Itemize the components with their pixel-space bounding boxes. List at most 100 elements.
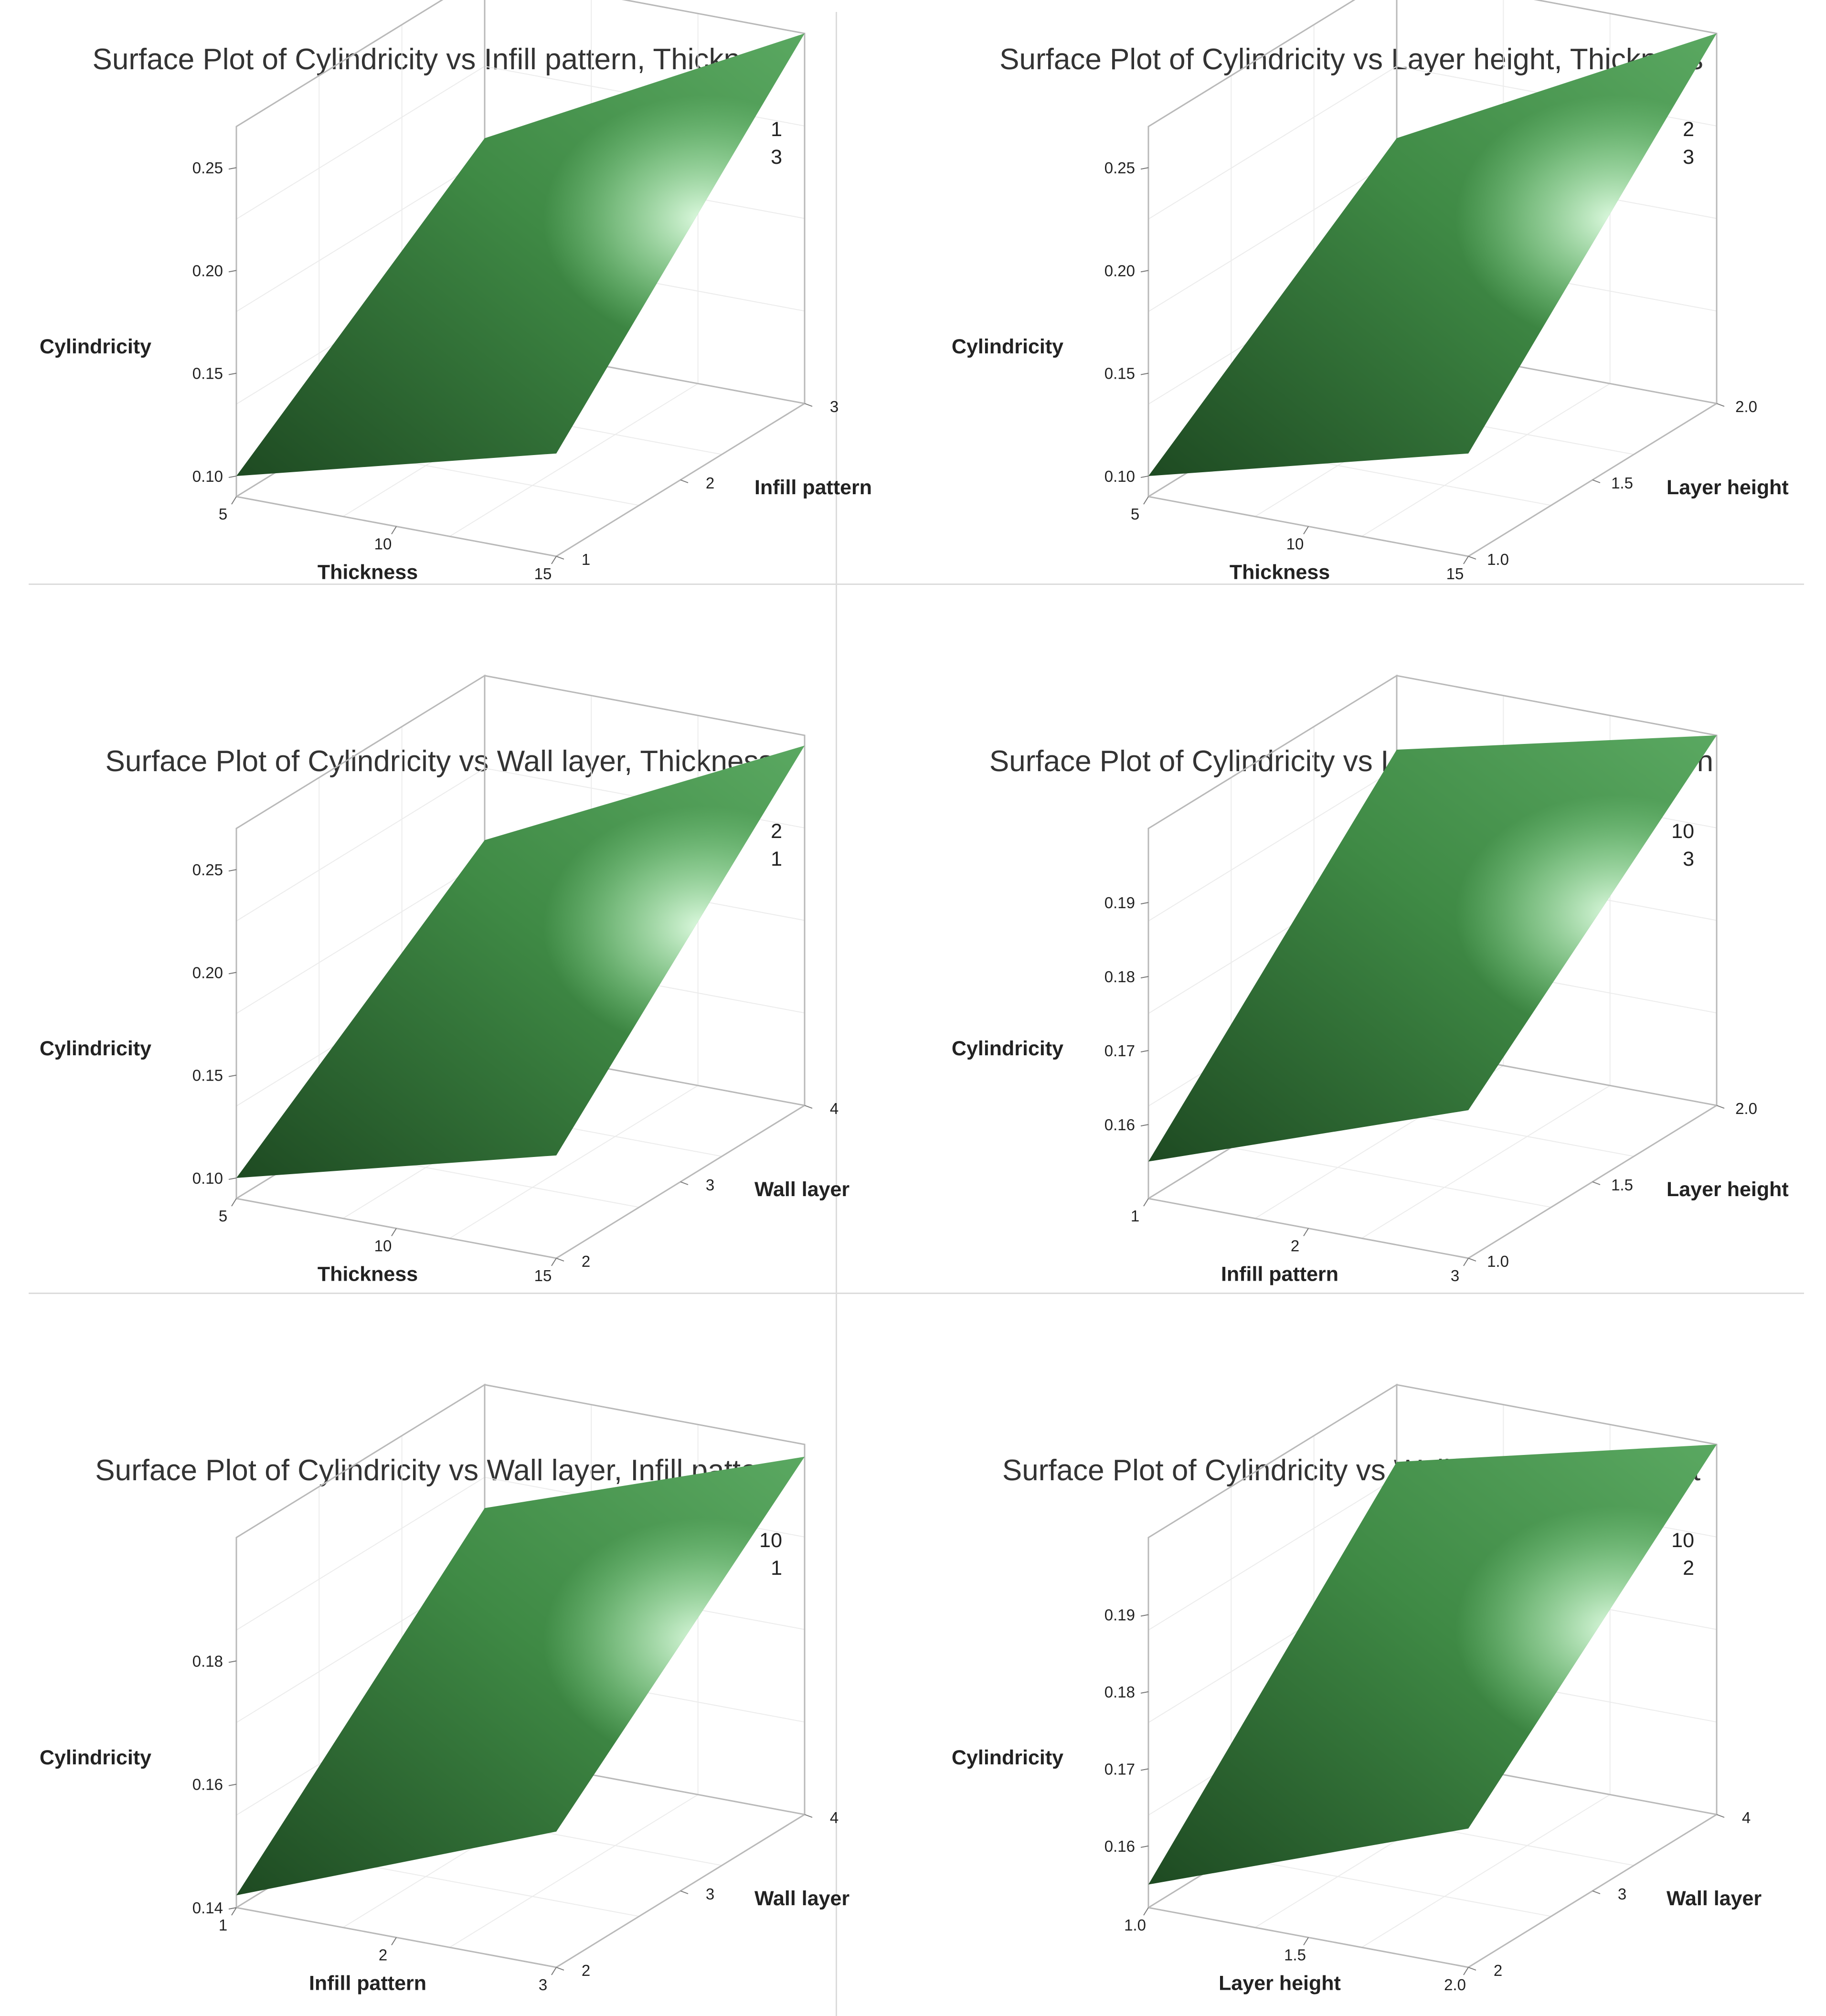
x-tick-label: 3 <box>1451 1267 1459 1284</box>
z-tick-label: 0.14 <box>192 1899 223 1917</box>
y-tick-mark <box>556 1967 564 1971</box>
z-tick-mark <box>1140 1124 1149 1126</box>
y-tick-label: 4 <box>830 1100 839 1117</box>
hold-value: 3 <box>771 146 782 169</box>
x-tick-mark <box>1143 1907 1149 1916</box>
x-tick-mark <box>1143 1198 1149 1207</box>
y-tick-mark <box>1468 1967 1476 1971</box>
z-tick-label: 0.10 <box>1104 467 1135 485</box>
hold-value: 2 <box>771 820 782 843</box>
z-tick-mark <box>1140 270 1149 273</box>
x-tick-mark <box>1463 1258 1469 1266</box>
z-axis-label: Cylindricity <box>952 1746 1063 1769</box>
y-tick-mark <box>1592 1181 1601 1185</box>
x-tick-label: 2 <box>1291 1237 1299 1255</box>
x-tick-label: 10 <box>374 535 392 553</box>
x-tick-label: 5 <box>219 1207 227 1225</box>
x-axis-label: Thickness <box>318 1263 418 1286</box>
y-tick-label: 2 <box>706 474 714 492</box>
y-tick-label: 1.5 <box>1611 1176 1633 1194</box>
surface-highlight <box>236 1456 805 1896</box>
surface-highlight <box>1148 33 1717 476</box>
chart-title: Surface Plot of Cylindricity vs Layer he… <box>999 43 1703 76</box>
y-tick-label: 4 <box>1742 1809 1751 1826</box>
horizontal-divider-top <box>29 584 1804 585</box>
z-tick-label: 0.19 <box>1104 1606 1135 1623</box>
x-tick-label: 10 <box>1286 535 1304 553</box>
x-tick-label: 1 <box>1131 1207 1139 1225</box>
y-tick-mark <box>804 1105 813 1109</box>
y-tick-mark <box>680 1890 689 1894</box>
x-tick-mark <box>1463 556 1469 564</box>
z-tick-mark <box>1140 1050 1149 1052</box>
y-axis-label: Wall layer <box>754 1178 849 1201</box>
z-tick-label: 0.18 <box>192 1652 223 1670</box>
y-tick-mark <box>1468 1258 1476 1262</box>
horizontal-divider-bottom <box>29 1293 1804 1294</box>
z-tick-label: 0.17 <box>1104 1760 1135 1778</box>
z-tick-mark <box>228 475 237 478</box>
x-tick-label: 1.0 <box>1124 1916 1146 1934</box>
z-tick-mark <box>228 270 237 273</box>
y-axis-label: Layer height <box>1667 1178 1789 1201</box>
y-tick-label: 3 <box>1618 1885 1626 1903</box>
surface-highlight <box>236 33 805 476</box>
x-tick-mark <box>551 1967 557 1975</box>
z-tick-label: 0.10 <box>192 467 223 485</box>
z-tick-mark <box>1140 1768 1149 1771</box>
x-tick-mark <box>231 496 237 505</box>
z-tick-mark <box>1140 167 1149 170</box>
x-axis-label: Layer height <box>1219 1972 1341 1995</box>
y-axis-label: Layer height <box>1667 476 1789 499</box>
z-tick-mark <box>228 1177 237 1180</box>
x-tick-label: 10 <box>374 1237 392 1255</box>
y-tick-mark <box>1592 479 1601 483</box>
y-axis-label: Wall layer <box>1667 1887 1762 1910</box>
y-tick-label: 3 <box>706 1885 714 1903</box>
hold-value: 10 <box>1671 1529 1694 1552</box>
x-axis-label: Thickness <box>318 561 418 584</box>
hold-value: 3 <box>1683 848 1694 870</box>
x-tick-label: 3 <box>539 1976 547 1994</box>
x-tick-mark <box>551 556 557 564</box>
z-tick-mark <box>228 1907 237 1910</box>
x-tick-mark <box>1303 526 1309 535</box>
chart-title: Surface Plot of Cylindricity vs Infill p… <box>93 43 786 76</box>
y-tick-mark <box>1716 403 1725 407</box>
y-tick-label: 2.0 <box>1735 1100 1757 1117</box>
surface-plot-2: Surface Plot of Cylindricity vs Layer he… <box>952 0 1789 584</box>
y-tick-label: 2 <box>582 1252 590 1270</box>
z-tick-label: 0.16 <box>1104 1837 1135 1855</box>
x-tick-label: 5 <box>219 505 227 523</box>
hold-value: 2 <box>1683 1557 1694 1580</box>
z-axis-label: Cylindricity <box>952 335 1063 358</box>
y-axis-label: Infill pattern <box>754 476 872 499</box>
x-tick-label: 15 <box>534 1267 552 1284</box>
x-axis-label: Thickness <box>1230 561 1330 584</box>
x-tick-mark <box>1463 1967 1469 1975</box>
surface-plot-6: Surface Plot of Cylindricity vs Wall lay… <box>952 1383 1762 1995</box>
z-tick-label: 0.25 <box>1104 159 1135 177</box>
surface-plot-1: Surface Plot of Cylindricity vs Infill p… <box>40 0 872 584</box>
z-tick-label: 0.18 <box>1104 968 1135 986</box>
x-tick-mark <box>551 1258 557 1266</box>
z-tick-label: 0.18 <box>1104 1683 1135 1701</box>
z-tick-mark <box>1140 1691 1149 1694</box>
z-tick-label: 0.15 <box>192 365 223 382</box>
y-tick-mark <box>556 556 564 560</box>
y-tick-mark <box>680 1181 689 1185</box>
x-axis-label: Infill pattern <box>309 1972 426 1995</box>
hold-value: 2 <box>1683 118 1694 141</box>
surface-plot-5: Surface Plot of Cylindricity vs Wall lay… <box>40 1383 849 1995</box>
z-tick-mark <box>1140 902 1149 904</box>
z-axis-label: Cylindricity <box>40 1746 151 1769</box>
y-tick-mark <box>804 403 813 407</box>
z-tick-label: 0.10 <box>192 1169 223 1187</box>
z-tick-mark <box>228 1074 237 1077</box>
x-tick-mark <box>1303 1228 1309 1237</box>
z-tick-mark <box>228 972 237 975</box>
y-tick-mark <box>1716 1814 1725 1818</box>
y-tick-mark <box>1716 1105 1725 1109</box>
x-tick-mark <box>391 1228 397 1237</box>
